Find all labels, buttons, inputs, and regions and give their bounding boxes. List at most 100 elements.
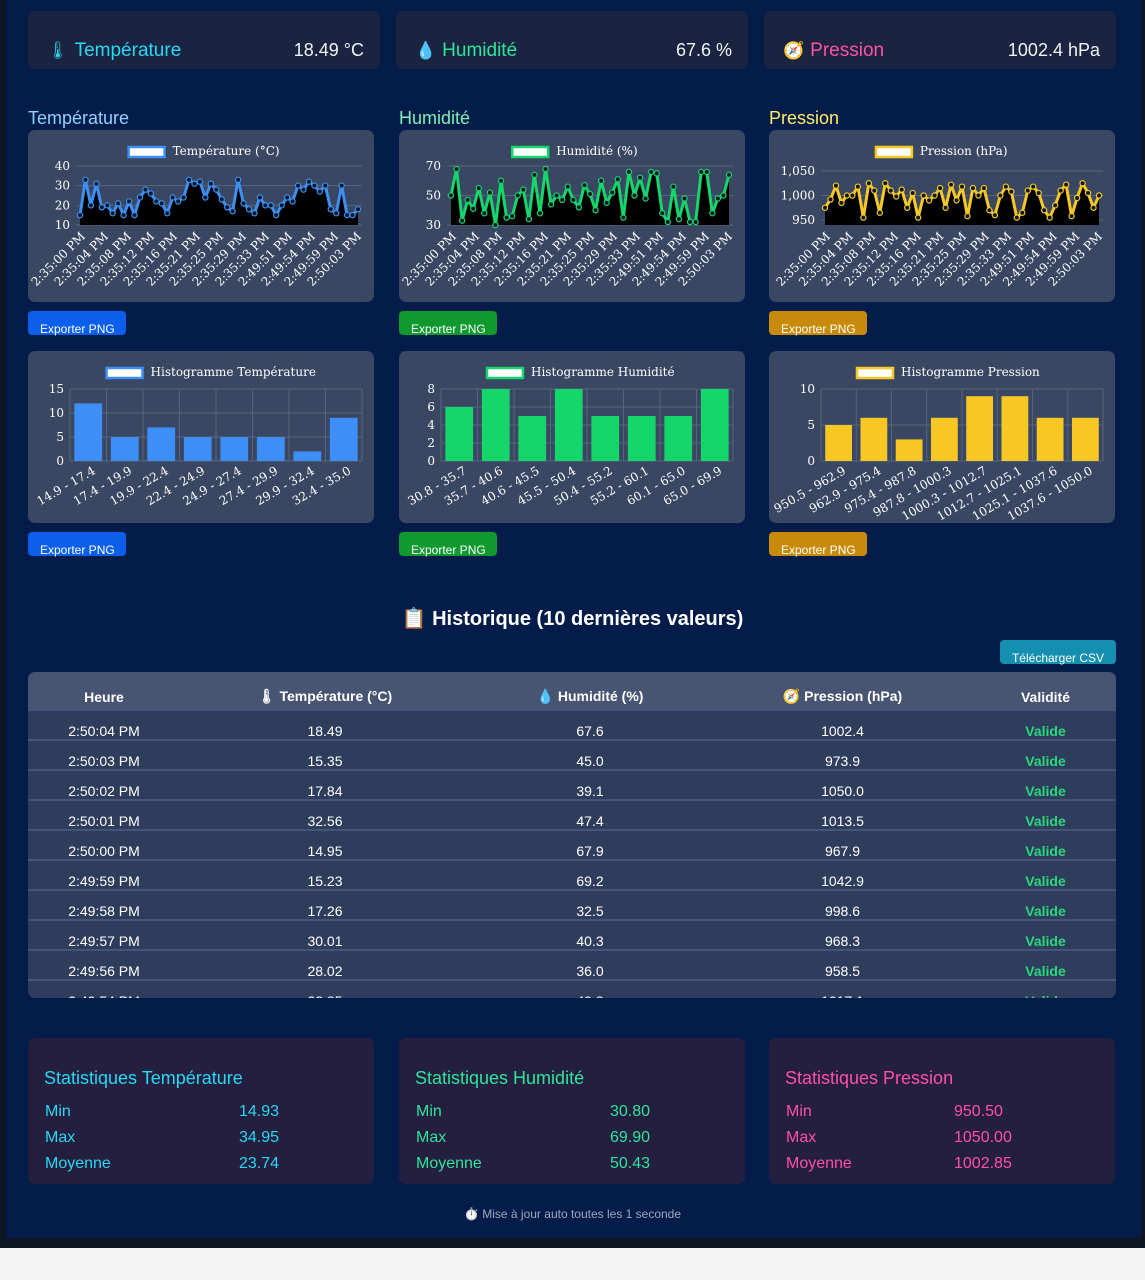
download-csv-button[interactable]: Télécharger CSV [1000, 640, 1116, 665]
export-png-button[interactable]: Exporter PNG [28, 311, 126, 336]
data-point [93, 180, 100, 187]
table-cell: 17.26 [180, 889, 470, 920]
data-point [586, 190, 594, 198]
data-point [475, 184, 483, 192]
y-tick-label: 8 [427, 382, 435, 396]
legend-swatch [127, 145, 166, 159]
legend-swatch [510, 145, 550, 159]
section-title-pressure: Pression [769, 108, 840, 128]
compass-icon: 🧭 [783, 41, 805, 60]
data-point [164, 209, 171, 217]
table-cell: 15.23 [180, 859, 470, 890]
data-point [620, 214, 627, 221]
column-header: Validité [1020, 688, 1071, 705]
data-point [508, 212, 516, 220]
data-point [256, 194, 264, 201]
table-cell: Valide [975, 919, 1116, 950]
data-point [136, 194, 144, 201]
export-png-button[interactable]: Exporter PNG [399, 532, 497, 557]
table-row: 2:49:56 PM 28.02 36.0 958.5 Valide [28, 949, 1116, 980]
export-png-button[interactable]: Exporter PNG [769, 311, 867, 336]
data-point [675, 215, 683, 223]
table-cell: 1042.9 [710, 859, 975, 890]
stat-value: 69.90 [610, 1129, 651, 1146]
export-png-button[interactable]: Exporter PNG [769, 532, 867, 557]
bar [518, 416, 547, 461]
legend-swatch [874, 145, 914, 159]
data-point [311, 182, 318, 189]
data-point [283, 194, 291, 201]
histogram-pressure: Histogramme Pression 0 5 10 950.5 - 962.9 962… [769, 351, 1115, 523]
data-point [553, 192, 560, 199]
history-table: Heure 🌡 Température (°C) 💧 Humidité (%) … [28, 672, 1116, 998]
data-point [142, 186, 149, 193]
gauge-value: 18.49 °C [293, 40, 364, 60]
data-point [969, 184, 977, 192]
data-point [327, 206, 334, 213]
data-point [681, 195, 688, 202]
data-point [664, 218, 672, 226]
export-png-button[interactable]: Exporter PNG [399, 311, 497, 336]
bar [860, 417, 888, 461]
data-point [305, 178, 313, 185]
data-point [692, 218, 699, 226]
data-point [564, 183, 571, 190]
data-point [520, 186, 527, 193]
data-point [642, 195, 649, 202]
table-cell: 2:49:54 PM [28, 979, 180, 998]
table-cell: 2:50:02 PM [28, 769, 180, 800]
data-point [1079, 180, 1086, 187]
data-point [267, 202, 274, 209]
histogram-humidity: Histogramme Humidité 0 2 4 6 8 30.8 - 35.7 35.7… [399, 351, 745, 523]
line-chart-temperature: Température (°C) 10 20 30 40 2:35:00 PM 2:35:0… [28, 130, 374, 302]
legend-label: Température (°C) [173, 144, 280, 158]
data-point [147, 190, 155, 197]
data-point [245, 206, 253, 213]
histogram-temperature: Histogramme Température 0 5 10 15 14.9 - 17.4… [28, 351, 374, 523]
table-cell: 973.9 [710, 739, 975, 770]
data-point [458, 217, 466, 224]
table-row: 2:49:57 PM 30.01 40.3 968.3 Valide [28, 919, 1116, 950]
data-point [470, 205, 477, 212]
y-tick-label: 2 [427, 436, 435, 450]
footer-note: ⏱️ Mise à jour auto toutes les 1 seconde [463, 1207, 682, 1221]
data-point [686, 218, 694, 226]
data-point [821, 204, 829, 211]
data-point [289, 198, 296, 205]
data-point [76, 211, 84, 219]
data-point [603, 199, 610, 207]
table-cell: Valide [975, 769, 1116, 800]
y-tick-label: 0 [807, 454, 815, 468]
data-point [570, 196, 577, 204]
data-point [942, 204, 949, 211]
table-cell: Valide [975, 979, 1116, 998]
legend-swatch [105, 366, 144, 380]
table-cell: 1017.1 [710, 979, 975, 998]
table-cell: 40.3 [470, 919, 710, 950]
table-cell: Valide [975, 829, 1116, 860]
table-row: 2:49:59 PM 15.23 69.2 1042.9 Valide [28, 859, 1116, 890]
table-cell: 32.85 [180, 979, 470, 998]
export-png-button[interactable]: Exporter PNG [28, 532, 126, 557]
stats-title: Statistiques Température [44, 1068, 243, 1088]
stat-value: 50.43 [610, 1155, 651, 1172]
y-tick-label: 6 [427, 400, 435, 414]
stats-card-temperature: Statistiques Température Min 14.93 Max 3… [28, 1038, 374, 1184]
y-tick-label: 1,000 [781, 189, 815, 203]
data-point [1090, 204, 1097, 211]
gauge-label: Humidité [442, 40, 518, 61]
table-cell: 2:50:03 PM [28, 739, 180, 770]
table-cell: 1013.5 [710, 799, 975, 830]
table-cell: 47.4 [470, 799, 710, 830]
data-point [991, 211, 999, 219]
data-point [931, 192, 938, 199]
table-cell: 1002.4 [710, 709, 975, 740]
data-point [207, 180, 215, 187]
data-point [322, 182, 329, 189]
stat-value: 23.74 [239, 1155, 280, 1172]
y-tick-label: 0 [56, 454, 64, 468]
data-point [625, 168, 633, 176]
data-point [492, 221, 499, 229]
data-point [332, 209, 340, 217]
data-point [1046, 214, 1053, 221]
